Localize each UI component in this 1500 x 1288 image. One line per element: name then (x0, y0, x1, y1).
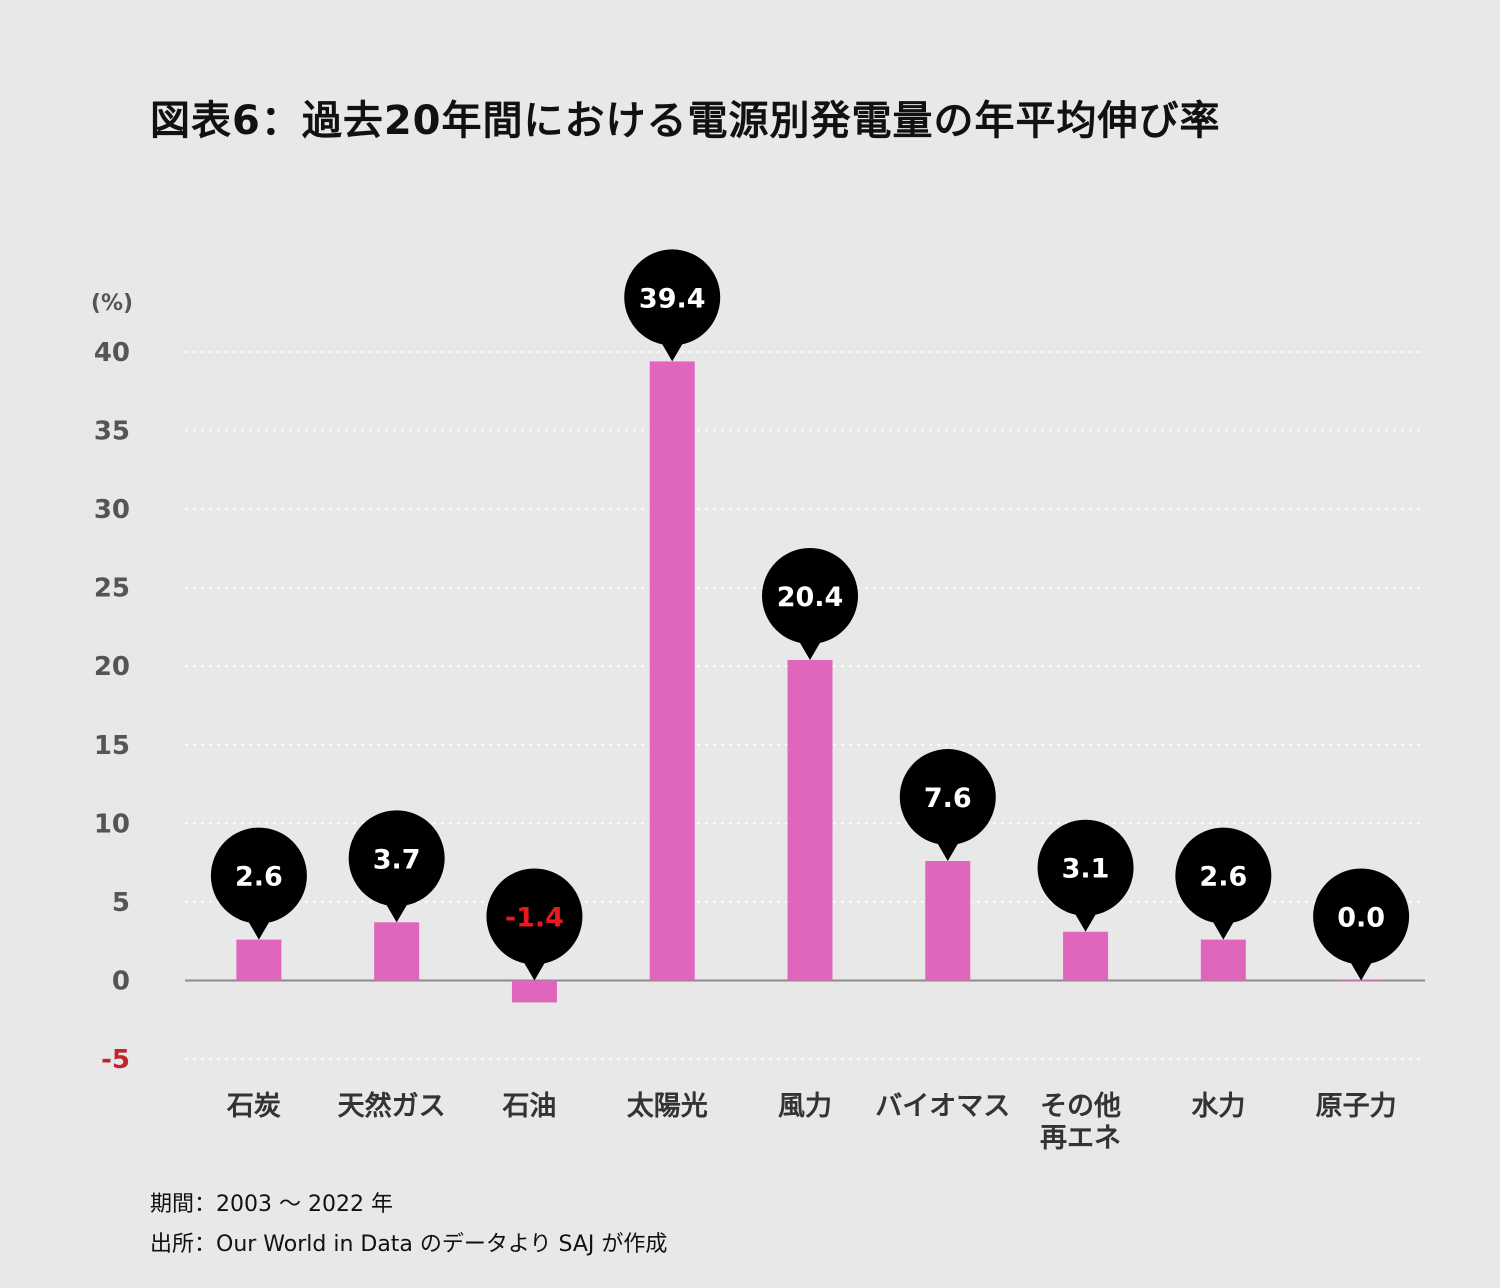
bar (1200, 939, 1246, 981)
bar (236, 939, 282, 981)
value-marker: 0.0 (1313, 868, 1410, 981)
data-label: 2.6 (235, 862, 283, 893)
x-category-label: 石炭 (226, 1091, 281, 1122)
y-tick-label: 0 (112, 966, 130, 996)
data-label: 3.1 (1062, 854, 1110, 885)
bar (787, 659, 833, 981)
y-unit-label: (%) (91, 291, 133, 316)
bar (1338, 980, 1384, 982)
data-label: 7.6 (924, 783, 972, 814)
y-tick-label: 40 (94, 338, 130, 368)
x-category-label: 太陽光 (627, 1091, 708, 1122)
source-note: 出所：Our World in Data のデータより SAJ が作成 (150, 1232, 668, 1257)
x-category-label: 石油 (501, 1091, 556, 1122)
y-tick-label: 10 (94, 809, 130, 839)
y-tick-label: 15 (94, 731, 130, 761)
value-marker: 3.7 (348, 810, 445, 923)
bar (1063, 931, 1109, 981)
bar (374, 922, 420, 981)
data-label: 20.4 (777, 582, 844, 613)
value-marker: 2.6 (1175, 827, 1272, 940)
bar (925, 861, 971, 981)
value-marker: -1.4 (486, 868, 583, 981)
y-tick-label: 35 (94, 417, 130, 447)
y-tick-label: 20 (94, 652, 130, 682)
y-tick-label: 25 (94, 574, 130, 604)
data-label: 2.6 (1199, 862, 1247, 893)
data-label: 39.4 (639, 283, 706, 314)
data-label: 0.0 (1337, 902, 1385, 933)
x-category-label: 風力 (778, 1091, 832, 1122)
x-category-label: その他再エネ (1040, 1091, 1121, 1154)
period-note: 期間：2003 〜 2022 年 (150, 1192, 393, 1217)
x-category-label: 天然ガス (338, 1090, 446, 1122)
value-marker: 7.6 (899, 749, 996, 862)
chart-title: 図表6：過去20年間における電源別発電量の年平均伸び率 (150, 98, 1221, 144)
x-category-label: 水力 (1191, 1091, 1245, 1122)
x-category-label: 原子力 (1316, 1091, 1397, 1122)
y-tick-label: 5 (112, 888, 130, 918)
y-tick-label: -5 (101, 1045, 130, 1075)
x-category-label: バイオマス (875, 1091, 1010, 1122)
value-marker: 2.6 (210, 827, 307, 940)
y-tick-label: 30 (94, 495, 130, 525)
data-label: -1.4 (505, 902, 564, 933)
value-marker: 39.4 (624, 249, 721, 362)
bar (649, 361, 695, 981)
value-marker: 3.1 (1037, 819, 1134, 932)
bar (511, 980, 557, 1003)
value-marker: 20.4 (762, 547, 858, 660)
data-label: 3.7 (373, 844, 421, 875)
